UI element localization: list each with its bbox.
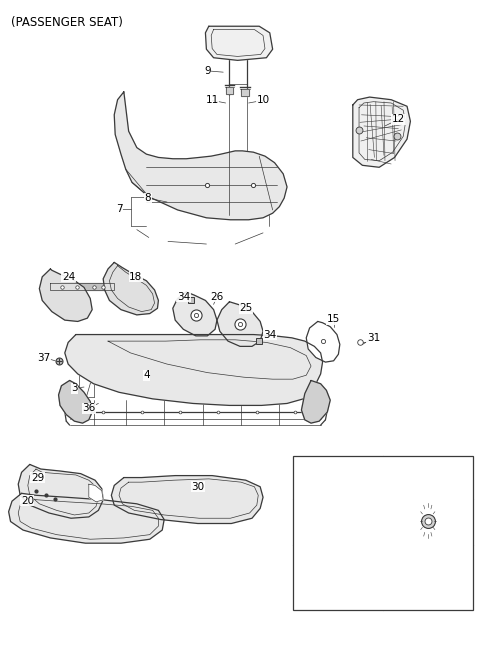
- Text: 8: 8: [144, 193, 151, 203]
- Text: 15: 15: [327, 314, 340, 325]
- Text: 7: 7: [116, 203, 122, 214]
- Polygon shape: [65, 335, 323, 405]
- Polygon shape: [173, 292, 217, 336]
- Text: 18: 18: [129, 272, 143, 282]
- Text: 3: 3: [71, 383, 78, 394]
- Polygon shape: [103, 262, 158, 315]
- Polygon shape: [353, 97, 410, 167]
- Polygon shape: [306, 321, 340, 362]
- Bar: [293, 456, 473, 610]
- Text: 34: 34: [177, 291, 190, 302]
- Polygon shape: [205, 26, 273, 60]
- Text: 37: 37: [37, 352, 51, 363]
- Text: 9: 9: [204, 66, 211, 76]
- Text: 20: 20: [21, 495, 34, 506]
- Polygon shape: [59, 380, 92, 423]
- Text: 4: 4: [143, 370, 150, 380]
- Polygon shape: [114, 92, 287, 220]
- Text: 29: 29: [31, 472, 44, 483]
- Text: 38: 38: [331, 561, 345, 571]
- Polygon shape: [9, 493, 164, 543]
- Text: 31: 31: [367, 333, 380, 343]
- Text: 25: 25: [239, 303, 252, 314]
- Text: 41: 41: [421, 473, 435, 483]
- Text: 10: 10: [256, 95, 270, 106]
- Text: 36: 36: [82, 403, 96, 413]
- Polygon shape: [241, 89, 249, 96]
- Text: 11: 11: [205, 95, 219, 106]
- Polygon shape: [89, 484, 103, 502]
- Text: 24: 24: [62, 272, 75, 282]
- Text: (PASSENGER SEAT): (PASSENGER SEAT): [11, 16, 122, 30]
- Polygon shape: [217, 302, 263, 346]
- Polygon shape: [18, 464, 103, 518]
- Polygon shape: [226, 87, 233, 94]
- Polygon shape: [301, 380, 330, 423]
- Text: 39: 39: [421, 561, 435, 571]
- Text: 26: 26: [210, 291, 224, 302]
- Polygon shape: [50, 283, 114, 290]
- Text: 30: 30: [191, 482, 204, 492]
- Text: 34: 34: [263, 329, 276, 340]
- Polygon shape: [39, 269, 92, 321]
- Polygon shape: [111, 476, 263, 523]
- Text: 12: 12: [392, 114, 405, 125]
